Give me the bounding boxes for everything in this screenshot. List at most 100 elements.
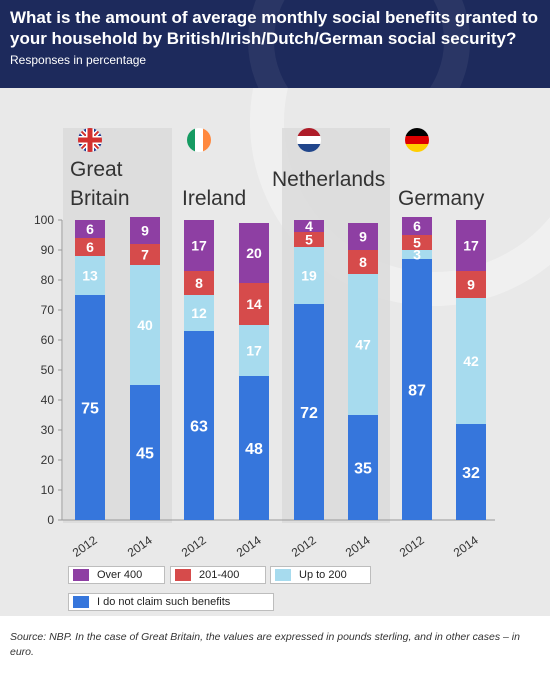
group-label-great-britain-line2: Britain <box>70 187 130 210</box>
bar-segment-over-400 <box>294 220 324 232</box>
bar-segment-201-400 <box>402 235 432 250</box>
bar-segment-201-400 <box>294 232 324 247</box>
data-label: 9 <box>359 229 367 245</box>
y-tick-label: 90 <box>41 243 55 257</box>
data-label: 6 <box>86 239 94 255</box>
data-label: 32 <box>462 465 480 482</box>
chart-title: What is the amount of average monthly so… <box>10 8 539 48</box>
bar-segment-201-400 <box>130 244 160 265</box>
bar-segment-over-400 <box>75 220 105 238</box>
data-label: 8 <box>359 254 367 270</box>
chart-subtitle: Responses in percentage <box>10 53 147 67</box>
bar-segment-201-400 <box>239 283 269 325</box>
group-label-ireland: Ireland <box>182 187 246 210</box>
bar-segment-up-to-200 <box>75 256 105 295</box>
header-decoration <box>248 0 470 88</box>
data-label: 7 <box>141 247 149 263</box>
y-tick-label: 40 <box>41 393 55 407</box>
legend-item-201-400: 201-400 <box>170 566 266 584</box>
data-label: 17 <box>246 343 262 359</box>
bar-segment-i-do-not-claim-such-benefits <box>184 331 214 520</box>
bar-segment-up-to-200 <box>184 295 214 331</box>
ireland-flag-icon <box>187 128 211 152</box>
x-tick-label: 2012 <box>179 533 209 560</box>
data-label: 12 <box>191 305 207 321</box>
group-label-great-britain-line1: Great <box>70 158 123 181</box>
y-tick-label: 50 <box>41 363 55 377</box>
data-label: 4 <box>305 218 313 234</box>
legend-label-up-to-200: Up to 200 <box>299 569 347 581</box>
bar-segment-i-do-not-claim-such-benefits <box>348 415 378 520</box>
bar-segment-201-400 <box>75 238 105 256</box>
bar-segment-up-to-200 <box>294 247 324 304</box>
data-label: 9 <box>141 223 149 239</box>
bar-segment-201-400 <box>184 271 214 295</box>
data-label: 3 <box>413 247 421 263</box>
data-label: 19 <box>301 268 317 284</box>
y-tick-label: 10 <box>41 483 55 497</box>
legend-label-no-benefits: I do not claim such benefits <box>97 596 231 608</box>
chart-header: What is the amount of average monthly so… <box>0 0 550 88</box>
bar-segment-up-to-200 <box>348 274 378 415</box>
legend-swatch-up-to-200 <box>275 569 291 581</box>
chart-area: 0 10 20 30 40 50 60 70 80 90 100 75 13 6 6 2012 45 40 7 9 20… <box>0 88 550 616</box>
x-tick-label: 2014 <box>125 533 155 560</box>
data-label: 42 <box>463 353 479 369</box>
data-label: 40 <box>137 317 153 333</box>
legend-swatch-no-benefits <box>73 596 89 608</box>
data-label: 48 <box>245 441 263 458</box>
x-tick-label: 2014 <box>451 533 481 560</box>
bar-segment-i-do-not-claim-such-benefits <box>456 424 486 520</box>
data-label: 20 <box>246 245 262 261</box>
x-tick-label: 2014 <box>234 533 264 560</box>
data-label: 13 <box>82 268 98 284</box>
bar-segment-over-400 <box>184 220 214 271</box>
legend-item-no-benefits: I do not claim such benefits <box>68 593 274 611</box>
x-tick-label: 2012 <box>289 533 319 560</box>
y-tick-label: 70 <box>41 303 55 317</box>
x-tick-label: 2012 <box>70 533 100 560</box>
bar-segment-up-to-200 <box>130 265 160 385</box>
group-label-germany: Germany <box>398 187 485 210</box>
data-label: 45 <box>136 446 154 463</box>
y-tick-label: 60 <box>41 333 55 347</box>
data-label: 6 <box>413 218 421 234</box>
data-label: 63 <box>190 419 208 436</box>
bar-segment-i-do-not-claim-such-benefits <box>130 385 160 520</box>
y-tick-label: 20 <box>41 453 55 467</box>
stacked-bar-chart: 0102030405060708090100751366201245407920… <box>34 128 495 560</box>
legend-item-over-400: Over 400 <box>68 566 165 584</box>
legend-label-201-400: 201-400 <box>199 569 240 581</box>
data-label: 72 <box>300 405 318 422</box>
y-tick-label: 100 <box>34 213 54 227</box>
source-note: Source: NBP. In the case of Great Britai… <box>10 631 520 658</box>
x-tick-label: 2014 <box>343 533 373 560</box>
data-label: 75 <box>81 401 99 418</box>
data-label: 8 <box>195 275 203 291</box>
data-label: 87 <box>408 383 426 400</box>
germany-flag-icon <box>405 128 429 152</box>
bar-segment-i-do-not-claim-such-benefits <box>294 304 324 520</box>
data-label: 17 <box>463 238 479 254</box>
data-label: 17 <box>191 238 207 254</box>
y-tick-label: 80 <box>41 273 55 287</box>
bar-segment-up-to-200 <box>456 298 486 424</box>
legend-label-over-400: Over 400 <box>97 569 143 581</box>
legend-swatch-over-400 <box>73 569 89 581</box>
bar-segment-over-400 <box>456 220 486 271</box>
uk-flag-icon <box>78 128 102 152</box>
y-tick-label: 30 <box>41 423 55 437</box>
bar-segment-i-do-not-claim-such-benefits <box>402 259 432 520</box>
bar-segment-up-to-200 <box>239 325 269 376</box>
data-label: 35 <box>354 461 372 478</box>
x-tick-label: 2012 <box>397 533 427 560</box>
data-label: 5 <box>413 235 421 251</box>
data-label: 6 <box>86 221 94 237</box>
bar-segment-over-400 <box>348 223 378 250</box>
bar-segment-over-400 <box>130 217 160 244</box>
legend-item-up-to-200: Up to 200 <box>270 566 371 584</box>
group-label-netherlands: Netherlands <box>272 168 385 191</box>
bar-segment-i-do-not-claim-such-benefits <box>239 376 269 520</box>
bar-segment-over-400 <box>402 217 432 235</box>
data-label: 47 <box>355 337 371 353</box>
